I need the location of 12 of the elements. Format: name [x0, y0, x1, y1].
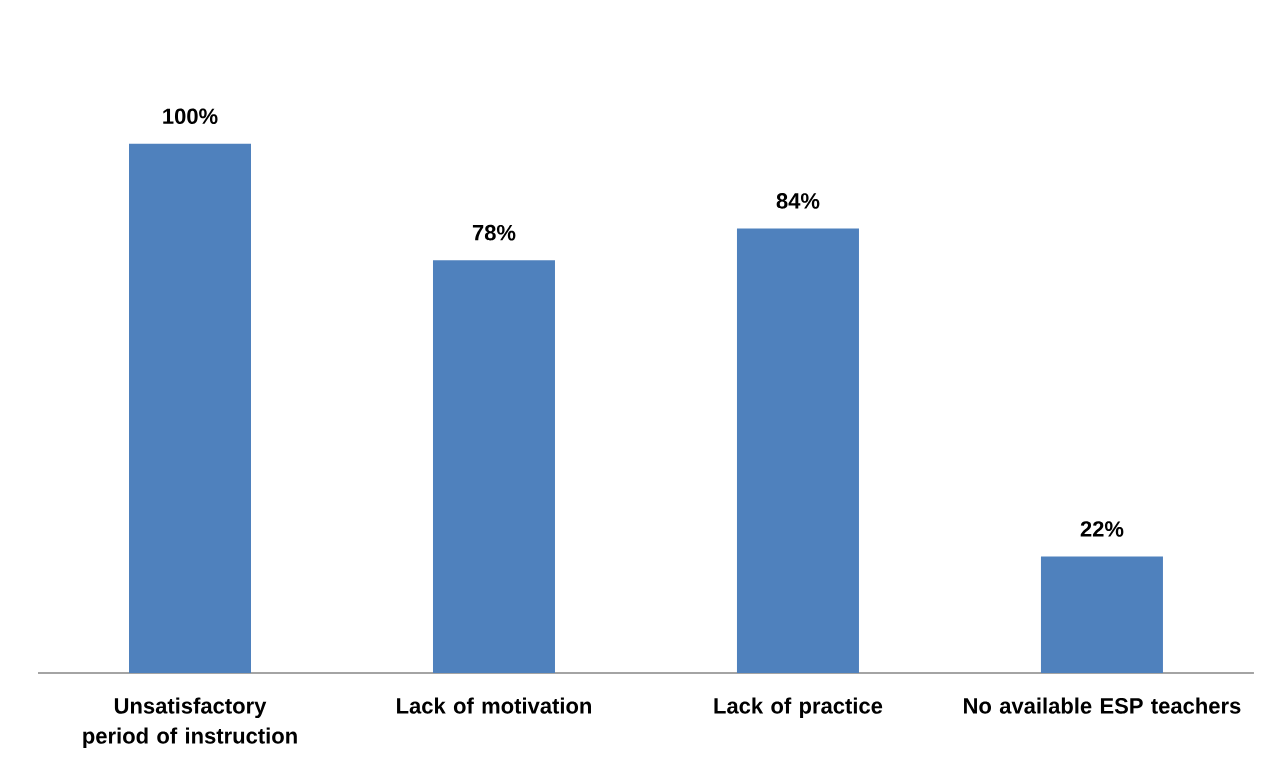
x-tick-label: Lack of practice [714, 697, 883, 719]
x-tick-label: No available ESP teachers [964, 697, 1241, 714]
bar [1040, 556, 1163, 673]
bar [129, 143, 251, 673]
x-tick-label: Unsatisfactory period of instruction [83, 697, 297, 749]
x-tick-label: Lack of motivation [397, 697, 592, 714]
data-label: 84% [776, 193, 820, 209]
bar [736, 228, 859, 673]
data-label: 22% [1080, 521, 1124, 537]
data-label: 78% [472, 224, 516, 241]
data-label: 100% [163, 108, 218, 125]
bar [432, 260, 555, 673]
